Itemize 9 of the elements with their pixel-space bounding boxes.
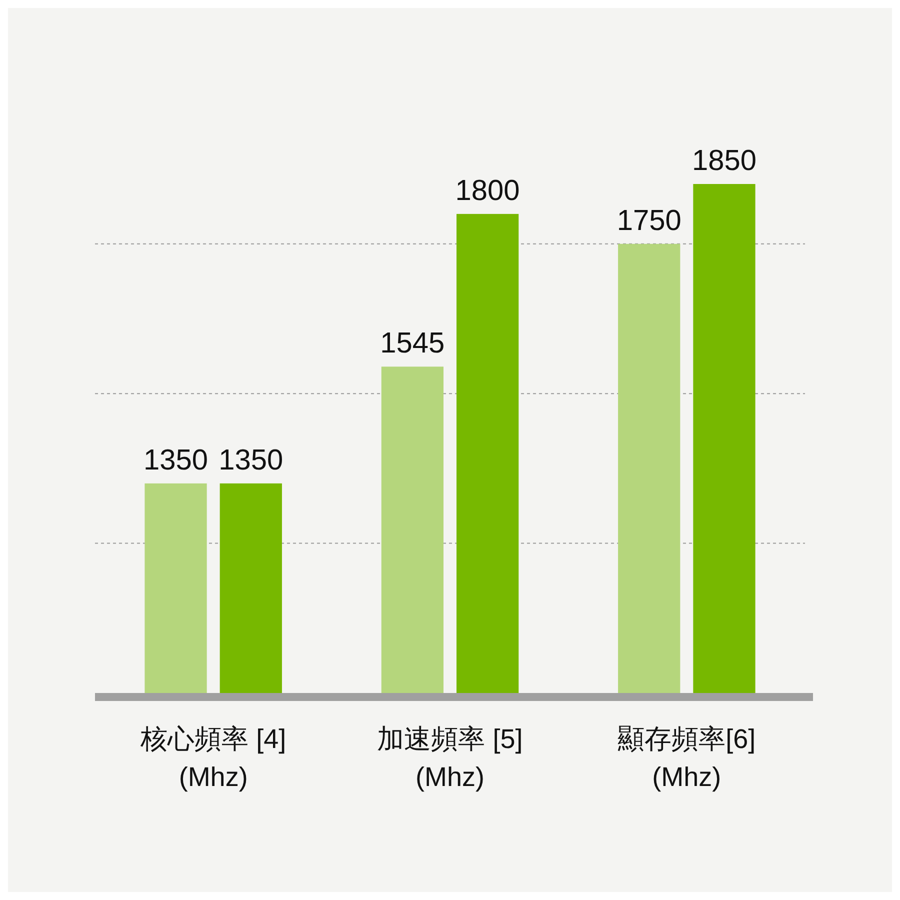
data-label: 1545 xyxy=(380,328,445,360)
data-label: 1850 xyxy=(692,145,756,177)
x-tick-label: 加速頻率 [5] (Mhz) xyxy=(377,724,523,792)
data-label: 1750 xyxy=(616,204,682,237)
data-label: 1350 xyxy=(218,444,284,476)
x-tick-label: 核心頻率 [4] (Mhz) xyxy=(140,724,286,792)
data-label: 1800 xyxy=(455,174,520,207)
x-tick-label: 顯存頻率[6] (Mhz) xyxy=(618,724,756,792)
data-label: 1350 xyxy=(144,444,208,476)
